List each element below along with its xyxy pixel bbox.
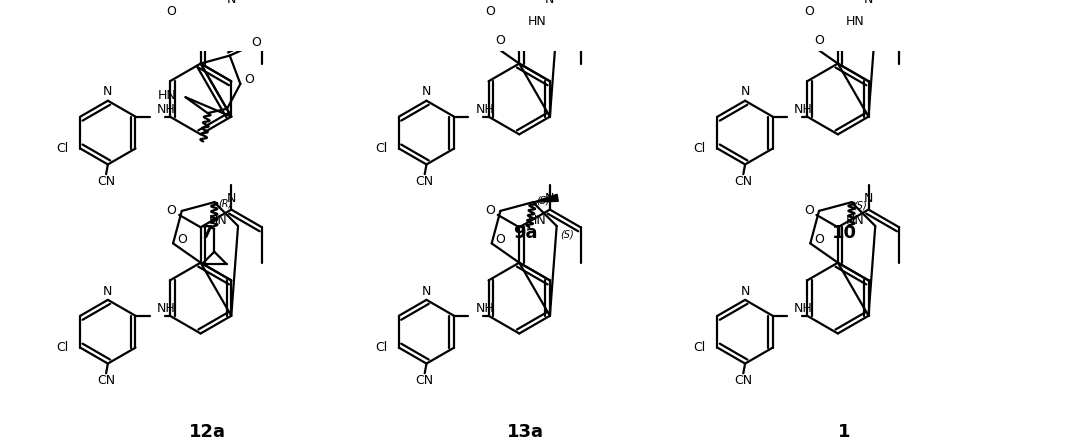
Text: O: O xyxy=(804,204,813,217)
Text: 10: 10 xyxy=(832,223,856,242)
Text: CN: CN xyxy=(734,374,753,387)
Text: (R): (R) xyxy=(218,199,232,209)
Text: O: O xyxy=(166,204,176,217)
Text: NH: NH xyxy=(794,302,812,315)
Text: 13a: 13a xyxy=(508,423,544,441)
Text: (S): (S) xyxy=(561,230,573,240)
Text: NH: NH xyxy=(475,103,494,116)
Text: Cl: Cl xyxy=(375,142,388,155)
Text: 12a: 12a xyxy=(189,423,226,441)
Text: N: N xyxy=(545,0,555,6)
Text: (S): (S) xyxy=(537,195,551,206)
Text: O: O xyxy=(814,34,824,47)
Text: O: O xyxy=(244,73,254,86)
Polygon shape xyxy=(532,194,558,202)
Text: O: O xyxy=(177,233,187,247)
Text: CN: CN xyxy=(97,175,116,188)
Text: Cl: Cl xyxy=(693,341,706,354)
Text: O: O xyxy=(496,233,505,247)
Text: O: O xyxy=(804,5,813,18)
Text: N: N xyxy=(741,85,750,98)
Text: Cl: Cl xyxy=(56,341,69,354)
Text: O: O xyxy=(485,204,495,217)
Text: N: N xyxy=(545,192,555,206)
Text: N: N xyxy=(422,85,431,98)
Text: HN: HN xyxy=(158,89,177,102)
Text: N: N xyxy=(104,85,112,98)
Text: NH: NH xyxy=(475,302,494,315)
Text: O: O xyxy=(485,5,495,18)
Text: N: N xyxy=(422,284,431,298)
Text: 9a: 9a xyxy=(513,223,538,242)
Text: NH: NH xyxy=(157,103,175,116)
Text: (S): (S) xyxy=(853,201,867,211)
Text: CN: CN xyxy=(416,175,434,188)
Text: N: N xyxy=(864,192,874,206)
Text: NH: NH xyxy=(157,302,175,315)
Text: Cl: Cl xyxy=(375,341,388,354)
Text: O: O xyxy=(252,36,261,49)
Text: Cl: Cl xyxy=(693,142,706,155)
Text: 7: 7 xyxy=(201,223,213,242)
Text: O: O xyxy=(496,34,505,47)
Text: N: N xyxy=(864,0,874,6)
Text: CN: CN xyxy=(734,175,753,188)
Text: HN: HN xyxy=(208,214,228,227)
Text: 1: 1 xyxy=(838,423,850,441)
Text: N: N xyxy=(227,0,235,6)
Text: O: O xyxy=(814,233,824,247)
Text: HN: HN xyxy=(527,15,546,28)
Text: HN: HN xyxy=(527,214,546,227)
Text: N: N xyxy=(104,284,112,298)
Text: CN: CN xyxy=(97,374,116,387)
Text: CN: CN xyxy=(416,374,434,387)
Text: NH: NH xyxy=(794,103,812,116)
Text: O: O xyxy=(166,5,176,18)
Text: HN: HN xyxy=(846,15,865,28)
Text: N: N xyxy=(741,284,750,298)
Text: HN: HN xyxy=(846,214,865,227)
Text: Cl: Cl xyxy=(56,142,69,155)
Text: N: N xyxy=(227,192,235,206)
